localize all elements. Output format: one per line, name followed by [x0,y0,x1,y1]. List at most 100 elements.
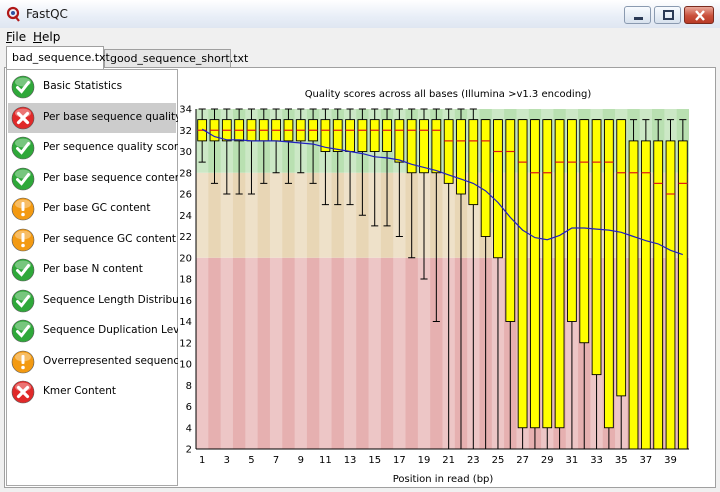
y-tick-label: 24 [179,211,192,222]
position-box [197,108,208,163]
tab-good-sequence-short[interactable]: good_sequence_short.txt [104,49,248,68]
iqr-box [677,140,688,450]
position-box [295,108,306,174]
module-item[interactable]: Per base GC content [8,194,176,224]
module-label: Sequence Duplication Levels [43,324,195,336]
x-tick-label: 11 [319,455,332,466]
position-box [258,108,269,184]
fail-cross-icon [11,106,35,129]
module-item[interactable]: Per sequence quality scores [8,133,190,163]
iqr-box [369,119,380,152]
iqr-box [419,119,429,174]
position-box [616,119,627,450]
module-item[interactable]: Kmer Content [8,377,176,407]
y-tick-label: 22 [179,232,192,243]
menu-bar: File Help [0,28,720,45]
iqr-box [406,119,417,174]
position-box [640,119,651,450]
window-title: FastQC [26,7,68,21]
warning-icon [11,228,35,251]
module-item[interactable]: Sequence Duplication Levels [8,316,194,346]
column-stripe [343,109,357,449]
x-tick-label: 35 [615,455,628,466]
position-box [604,119,614,450]
x-tick-label: 39 [664,455,677,466]
iqr-box [628,140,639,450]
module-item[interactable]: Overrepresented sequences [8,347,191,377]
iqr-box [517,119,528,429]
y-tick-label: 8 [186,381,192,392]
maximize-button[interactable] [654,6,681,24]
x-tick-label: 31 [566,455,579,466]
position-box [628,119,639,450]
column-stripe [294,109,307,449]
module-item[interactable]: Per base sequence quality [8,102,181,133]
module-item[interactable]: Sequence Length Distribution [8,286,199,316]
module-item[interactable]: Basic Statistics [8,72,176,102]
position-box [221,108,232,195]
position-box [345,108,355,206]
close-icon [695,10,705,21]
warning-icon [11,197,35,221]
y-tick-label: 26 [179,190,192,201]
y-tick-label: 18 [179,275,192,286]
fastqc-logo-icon [6,6,20,22]
position-box [505,119,516,450]
x-tick-label: 9 [298,455,304,466]
iqr-box [456,119,466,195]
position-box [665,119,676,450]
title-bar[interactable]: FastQC [0,0,720,29]
column-stripe [196,109,209,449]
iqr-box [554,119,565,429]
y-tick-label: 28 [179,168,192,179]
x-tick-label: 7 [273,455,279,466]
position-box [209,108,220,184]
position-box [283,108,294,184]
pass-check-icon [11,289,35,312]
x-tick-label: 15 [368,455,381,466]
position-box [419,108,429,280]
column-stripe [269,109,283,449]
iqr-box [665,140,676,450]
iqr-box [382,119,392,152]
column-stripe [319,109,332,449]
column-stripe [368,109,381,449]
iqr-box [640,140,651,450]
iqr-box [480,119,491,237]
iqr-box [567,119,577,322]
module-item[interactable]: Per base sequence content [8,164,186,194]
y-tick-label: 6 [186,402,192,413]
position-box [443,108,454,450]
y-tick-label: 10 [179,360,192,371]
fail-cross-icon [11,380,35,404]
position-box [332,108,343,206]
y-tick-label: 34 [179,105,192,116]
close-button[interactable] [684,6,714,24]
module-label: Basic Statistics [43,80,123,92]
x-tick-label: 25 [492,455,505,466]
minimize-button[interactable] [624,6,651,24]
menu-accelerator: H [33,30,43,44]
module-item[interactable]: Per sequence GC content [8,225,176,255]
position-box [456,108,466,450]
iqr-box [394,119,405,163]
module-item[interactable]: Per base N content [8,255,176,285]
position-box [542,119,553,450]
tab-bad-sequence[interactable]: bad_sequence.txt [6,46,110,69]
position-box [369,108,380,227]
position-box [431,108,442,322]
iqr-box [579,119,590,344]
menu-accelerator: F [6,30,13,44]
chart-title: Quality scores across all bases (Illumin… [305,89,592,100]
file-tabs: bad_sequence.txt good_sequence_short.txt [0,46,720,69]
menu-help[interactable]: Help [33,30,61,44]
iqr-box [443,119,454,184]
x-tick-label: 5 [248,455,254,466]
module-label: Per sequence quality scores [43,141,190,153]
pass-check-icon [11,75,35,99]
position-box [554,119,565,450]
position-box [677,119,688,450]
iqr-box [345,119,355,152]
x-tick-label: 3 [224,455,230,466]
menu-file[interactable]: File [6,30,27,44]
